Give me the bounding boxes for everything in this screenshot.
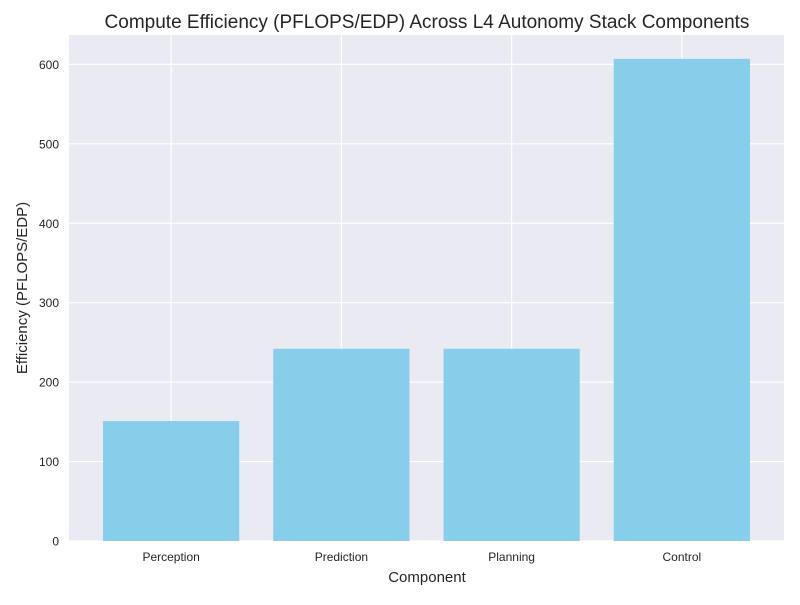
- y-axis-label: Efficiency (PFLOPS/EDP): [14, 202, 31, 374]
- y-tick-label: 0: [52, 535, 59, 549]
- x-tick-label: Planning: [488, 550, 535, 564]
- y-tick-label: 500: [39, 137, 59, 151]
- y-tick-label: 400: [39, 217, 59, 231]
- x-tick-label: Control: [663, 550, 702, 564]
- y-tick-labels: 0 100 200 300 400 500 600: [39, 58, 59, 549]
- x-tick-label: Prediction: [315, 550, 368, 564]
- chart-title: Compute Efficiency (PFLOPS/EDP) Across L…: [105, 12, 750, 33]
- y-tick-label: 300: [39, 296, 59, 310]
- x-tick-label: Perception: [142, 550, 199, 564]
- bar-planning: [443, 348, 580, 541]
- y-tick-label: 100: [39, 455, 59, 469]
- y-tick-label: 200: [39, 376, 59, 390]
- x-tick-labels: Perception Prediction Planning Control: [142, 550, 701, 564]
- bar-prediction: [273, 348, 410, 541]
- bars: [103, 58, 750, 542]
- bar-control: [613, 58, 750, 542]
- x-axis-label: Component: [388, 569, 466, 586]
- y-tick-label: 600: [39, 58, 59, 72]
- bar-perception: [103, 421, 240, 541]
